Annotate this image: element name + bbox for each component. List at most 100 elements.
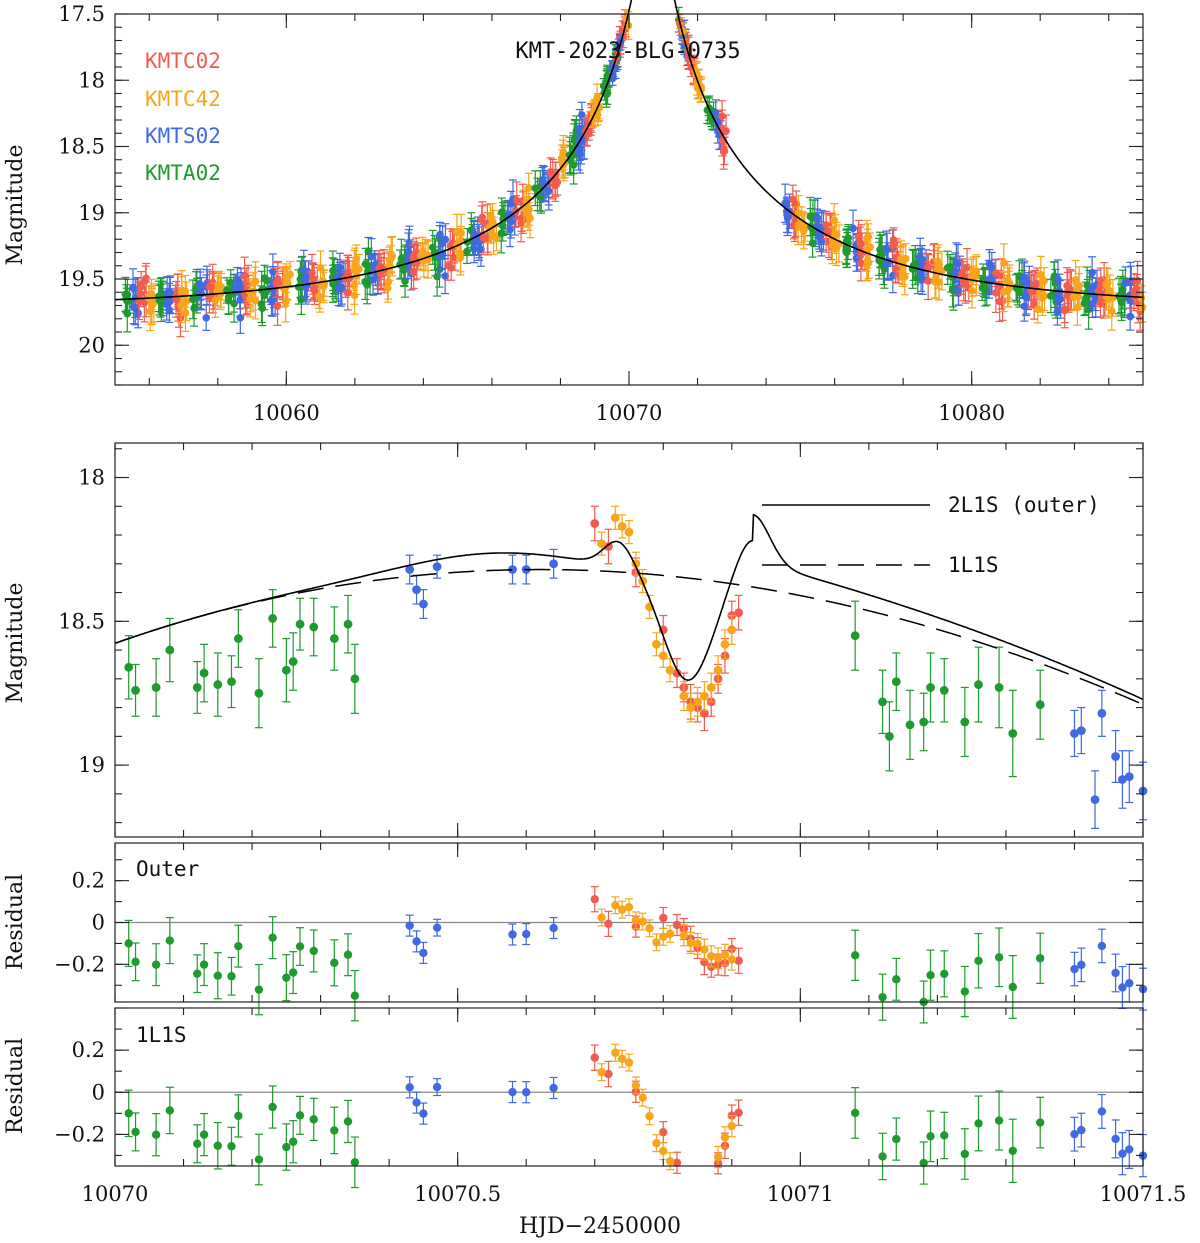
data-point: [182, 281, 191, 321]
marker: [549, 923, 558, 933]
data-point: [940, 950, 949, 998]
marker: [1133, 276, 1142, 285]
data-point: [658, 643, 668, 668]
marker: [849, 224, 857, 233]
marker: [1097, 941, 1107, 951]
marker: [706, 683, 716, 692]
y-tick-label: 19: [78, 753, 105, 777]
marker: [233, 634, 243, 643]
marker: [268, 614, 278, 623]
marker: [419, 948, 428, 958]
marker: [137, 282, 146, 291]
marker: [309, 622, 319, 632]
marker: [590, 895, 599, 904]
data-point: [506, 205, 515, 239]
marker: [905, 720, 915, 730]
marker: [479, 234, 488, 242]
data-point: [428, 229, 437, 265]
data-point: [419, 589, 428, 620]
marker: [329, 634, 339, 643]
marker: [713, 665, 723, 675]
data-point: [1124, 750, 1134, 804]
data-point: [924, 261, 933, 301]
marker: [329, 280, 337, 288]
model-curve-2l1s-outer: [114, 513, 1144, 701]
marker: [794, 221, 802, 230]
data-point: [267, 285, 276, 317]
marker: [727, 955, 736, 964]
marker: [940, 969, 949, 979]
data-point: [188, 279, 197, 320]
x-tick-label: 10070: [596, 401, 663, 425]
data-point: [192, 660, 202, 714]
data-point: [638, 912, 647, 931]
marker: [652, 938, 661, 947]
data-point: [713, 947, 723, 970]
marker: [131, 957, 140, 967]
marker: [478, 213, 487, 222]
marker: [624, 902, 634, 912]
marker: [952, 258, 961, 267]
data-point: [891, 652, 901, 712]
marker: [665, 665, 675, 675]
data-point: [233, 609, 243, 668]
marker: [165, 645, 175, 655]
marker: [1077, 960, 1086, 970]
marker: [539, 176, 547, 184]
marker: [309, 946, 318, 956]
data-point: [165, 617, 175, 683]
data-point: [679, 681, 689, 712]
data-point: [295, 927, 305, 966]
marker: [432, 923, 442, 932]
data-point: [604, 910, 613, 938]
marker: [1137, 294, 1146, 303]
marker: [409, 268, 418, 277]
marker: [1088, 268, 1096, 277]
marker: [1034, 305, 1042, 314]
data-point: [577, 101, 586, 129]
data-point: [892, 957, 901, 1001]
marker: [1047, 292, 1055, 300]
data-point: [711, 99, 720, 126]
marker: [1060, 305, 1069, 313]
data-point: [693, 68, 702, 96]
data-point: [781, 183, 790, 223]
marker: [597, 539, 606, 549]
data-point: [479, 221, 488, 256]
marker: [300, 275, 309, 283]
marker: [604, 542, 613, 551]
marker: [295, 619, 305, 629]
marker: [1124, 772, 1134, 782]
y-tick-label: 18.5: [58, 609, 105, 633]
data-point: [367, 238, 376, 276]
data-point: [1125, 963, 1134, 1003]
marker: [972, 267, 981, 275]
marker: [202, 313, 211, 322]
data-point: [866, 232, 875, 263]
data-point: [307, 253, 316, 292]
marker: [512, 196, 521, 205]
marker: [658, 651, 668, 661]
data-point: [1033, 295, 1042, 324]
marker: [1118, 775, 1127, 784]
marker: [361, 260, 370, 268]
data-point: [227, 956, 236, 996]
marker: [260, 274, 269, 282]
data-point: [199, 643, 209, 703]
data-point: [901, 243, 910, 275]
data-point: [549, 916, 558, 940]
marker: [1111, 968, 1120, 978]
data-point: [686, 692, 696, 723]
marker: [318, 276, 327, 285]
marker: [1118, 983, 1127, 992]
marker: [227, 677, 236, 687]
data-point: [199, 943, 209, 987]
data-point: [601, 80, 610, 105]
data-point: [419, 941, 428, 964]
marker: [711, 108, 720, 117]
marker: [508, 930, 517, 939]
marker: [850, 631, 860, 641]
data-point: [234, 924, 243, 968]
marker: [672, 668, 682, 678]
